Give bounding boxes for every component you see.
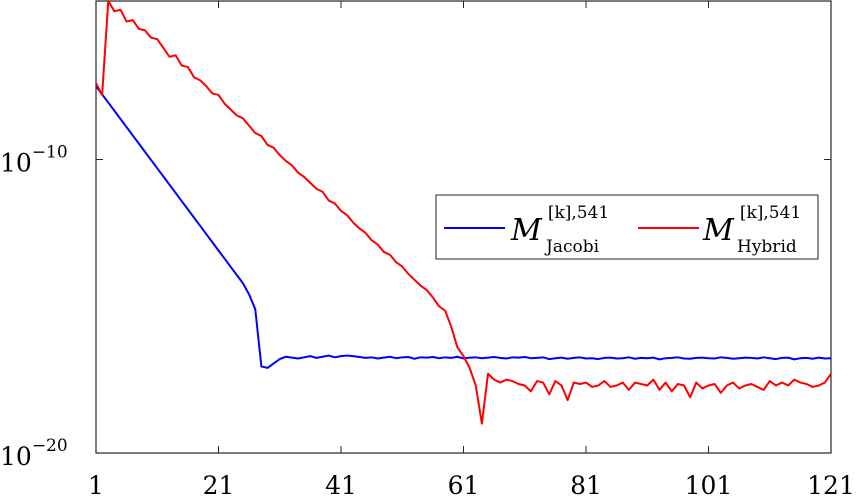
legend-jacobi-superscript: [k],541 [548, 203, 609, 223]
y-tick-label: 10−10 [0, 142, 68, 177]
x-tick-label: 61 [448, 471, 480, 500]
x-tick-label: 121 [807, 471, 855, 500]
x-tick-label: 41 [325, 471, 357, 500]
legend-hybrid-superscript: [k],541 [740, 203, 801, 223]
series-line-jacobi [95, 85, 832, 369]
axis-ticks [95, 1, 832, 454]
legend-label-jacobi: M [k],541 Jacobi [510, 203, 614, 257]
y-tick-exponent: −10 [32, 142, 68, 162]
x-tick-label: 101 [685, 471, 733, 500]
legend-jacobi-subscript: Jacobi [544, 237, 600, 257]
x-tick-label: 1 [88, 471, 104, 500]
legend-hybrid-subscript: Hybrid [737, 237, 797, 257]
series-line-hybrid [95, 0, 832, 425]
x-tick-label: 81 [570, 471, 602, 500]
y-tick-label: 10−20 [0, 436, 68, 471]
legend-hybrid-base: M [702, 213, 735, 248]
series-lines [95, 0, 832, 425]
y-tick-base: 10 [0, 442, 32, 471]
y-tick-base: 10 [0, 148, 32, 177]
x-tick-label: 21 [203, 471, 235, 500]
legend: M [k],541 Jacobi M [k],541 Hybrid [435, 194, 819, 260]
legend-label-hybrid: M [k],541 Hybrid [702, 203, 806, 257]
y-tick-exponent: −20 [32, 436, 68, 456]
legend-jacobi-base: M [510, 213, 543, 248]
